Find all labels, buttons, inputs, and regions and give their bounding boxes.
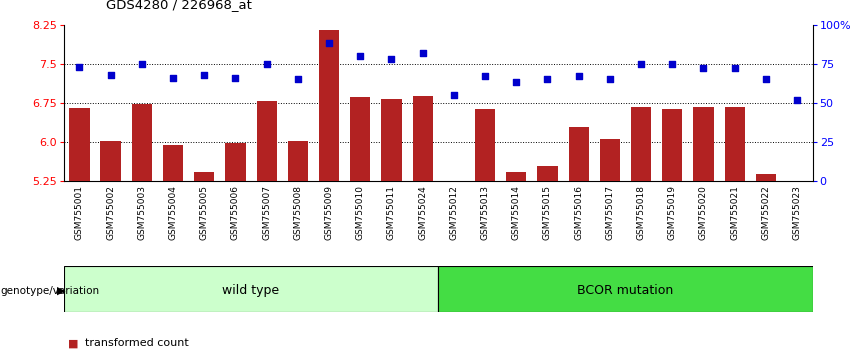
Point — [540, 76, 554, 82]
Bar — [631, 107, 651, 181]
Point — [323, 41, 336, 46]
Text: GSM755019: GSM755019 — [668, 185, 677, 240]
Bar — [288, 141, 308, 181]
Bar — [537, 166, 557, 181]
Bar — [132, 104, 152, 181]
Point — [759, 76, 773, 82]
Point — [572, 73, 585, 79]
Text: GSM755011: GSM755011 — [387, 185, 396, 240]
Point — [665, 61, 679, 67]
Text: GSM755022: GSM755022 — [762, 185, 770, 240]
Bar — [194, 172, 214, 181]
Text: GSM755013: GSM755013 — [481, 185, 489, 240]
Point — [72, 64, 86, 70]
Bar — [600, 139, 620, 181]
Bar — [694, 107, 714, 181]
Point — [510, 80, 523, 85]
Bar — [662, 109, 683, 181]
Text: GSM755014: GSM755014 — [511, 185, 521, 240]
Bar — [256, 101, 277, 181]
Text: genotype/variation: genotype/variation — [0, 286, 99, 296]
Text: GSM755005: GSM755005 — [200, 185, 208, 240]
Text: GSM755024: GSM755024 — [418, 185, 427, 240]
Bar — [438, 266, 813, 312]
Text: GSM755018: GSM755018 — [637, 185, 646, 240]
Point — [416, 50, 430, 56]
Text: GSM755010: GSM755010 — [356, 185, 365, 240]
Point — [634, 61, 648, 67]
Bar — [506, 172, 527, 181]
Point — [791, 97, 804, 102]
Point — [229, 75, 243, 81]
Bar — [756, 174, 776, 181]
Text: GSM755015: GSM755015 — [543, 185, 552, 240]
Text: GSM755016: GSM755016 — [574, 185, 583, 240]
Point — [447, 92, 460, 98]
Bar — [413, 96, 433, 181]
Bar — [100, 141, 121, 181]
Bar — [350, 97, 370, 181]
Text: BCOR mutation: BCOR mutation — [577, 284, 674, 297]
Text: ■: ■ — [68, 338, 78, 348]
Point — [260, 61, 273, 67]
Bar — [568, 127, 589, 181]
Bar — [69, 108, 89, 181]
Text: GSM755007: GSM755007 — [262, 185, 271, 240]
Point — [291, 76, 305, 82]
Text: GSM755017: GSM755017 — [605, 185, 614, 240]
Point — [385, 56, 398, 62]
Point — [697, 65, 711, 71]
Bar — [381, 99, 402, 181]
Bar — [724, 107, 745, 181]
Text: ▶: ▶ — [57, 286, 66, 296]
Point — [478, 73, 492, 79]
Point — [603, 76, 617, 82]
Point — [728, 65, 741, 71]
Point — [197, 72, 211, 78]
Text: GSM755001: GSM755001 — [75, 185, 84, 240]
Text: GSM755023: GSM755023 — [792, 185, 802, 240]
Text: GSM755006: GSM755006 — [231, 185, 240, 240]
Text: GSM755008: GSM755008 — [294, 185, 302, 240]
Bar — [163, 145, 183, 181]
Text: GSM755021: GSM755021 — [730, 185, 740, 240]
Text: GSM755009: GSM755009 — [324, 185, 334, 240]
Point — [166, 75, 180, 81]
Text: wild type: wild type — [222, 284, 280, 297]
Bar — [226, 143, 246, 181]
Bar — [64, 266, 438, 312]
Text: GSM755002: GSM755002 — [106, 185, 115, 240]
Point — [104, 72, 117, 78]
Bar — [475, 109, 495, 181]
Point — [353, 53, 367, 59]
Text: GSM755012: GSM755012 — [449, 185, 459, 240]
Text: GDS4280 / 226968_at: GDS4280 / 226968_at — [106, 0, 252, 11]
Text: GSM755020: GSM755020 — [699, 185, 708, 240]
Text: GSM755003: GSM755003 — [137, 185, 146, 240]
Bar — [319, 30, 340, 181]
Point — [135, 61, 149, 67]
Text: GSM755004: GSM755004 — [168, 185, 178, 240]
Text: transformed count: transformed count — [85, 338, 189, 348]
